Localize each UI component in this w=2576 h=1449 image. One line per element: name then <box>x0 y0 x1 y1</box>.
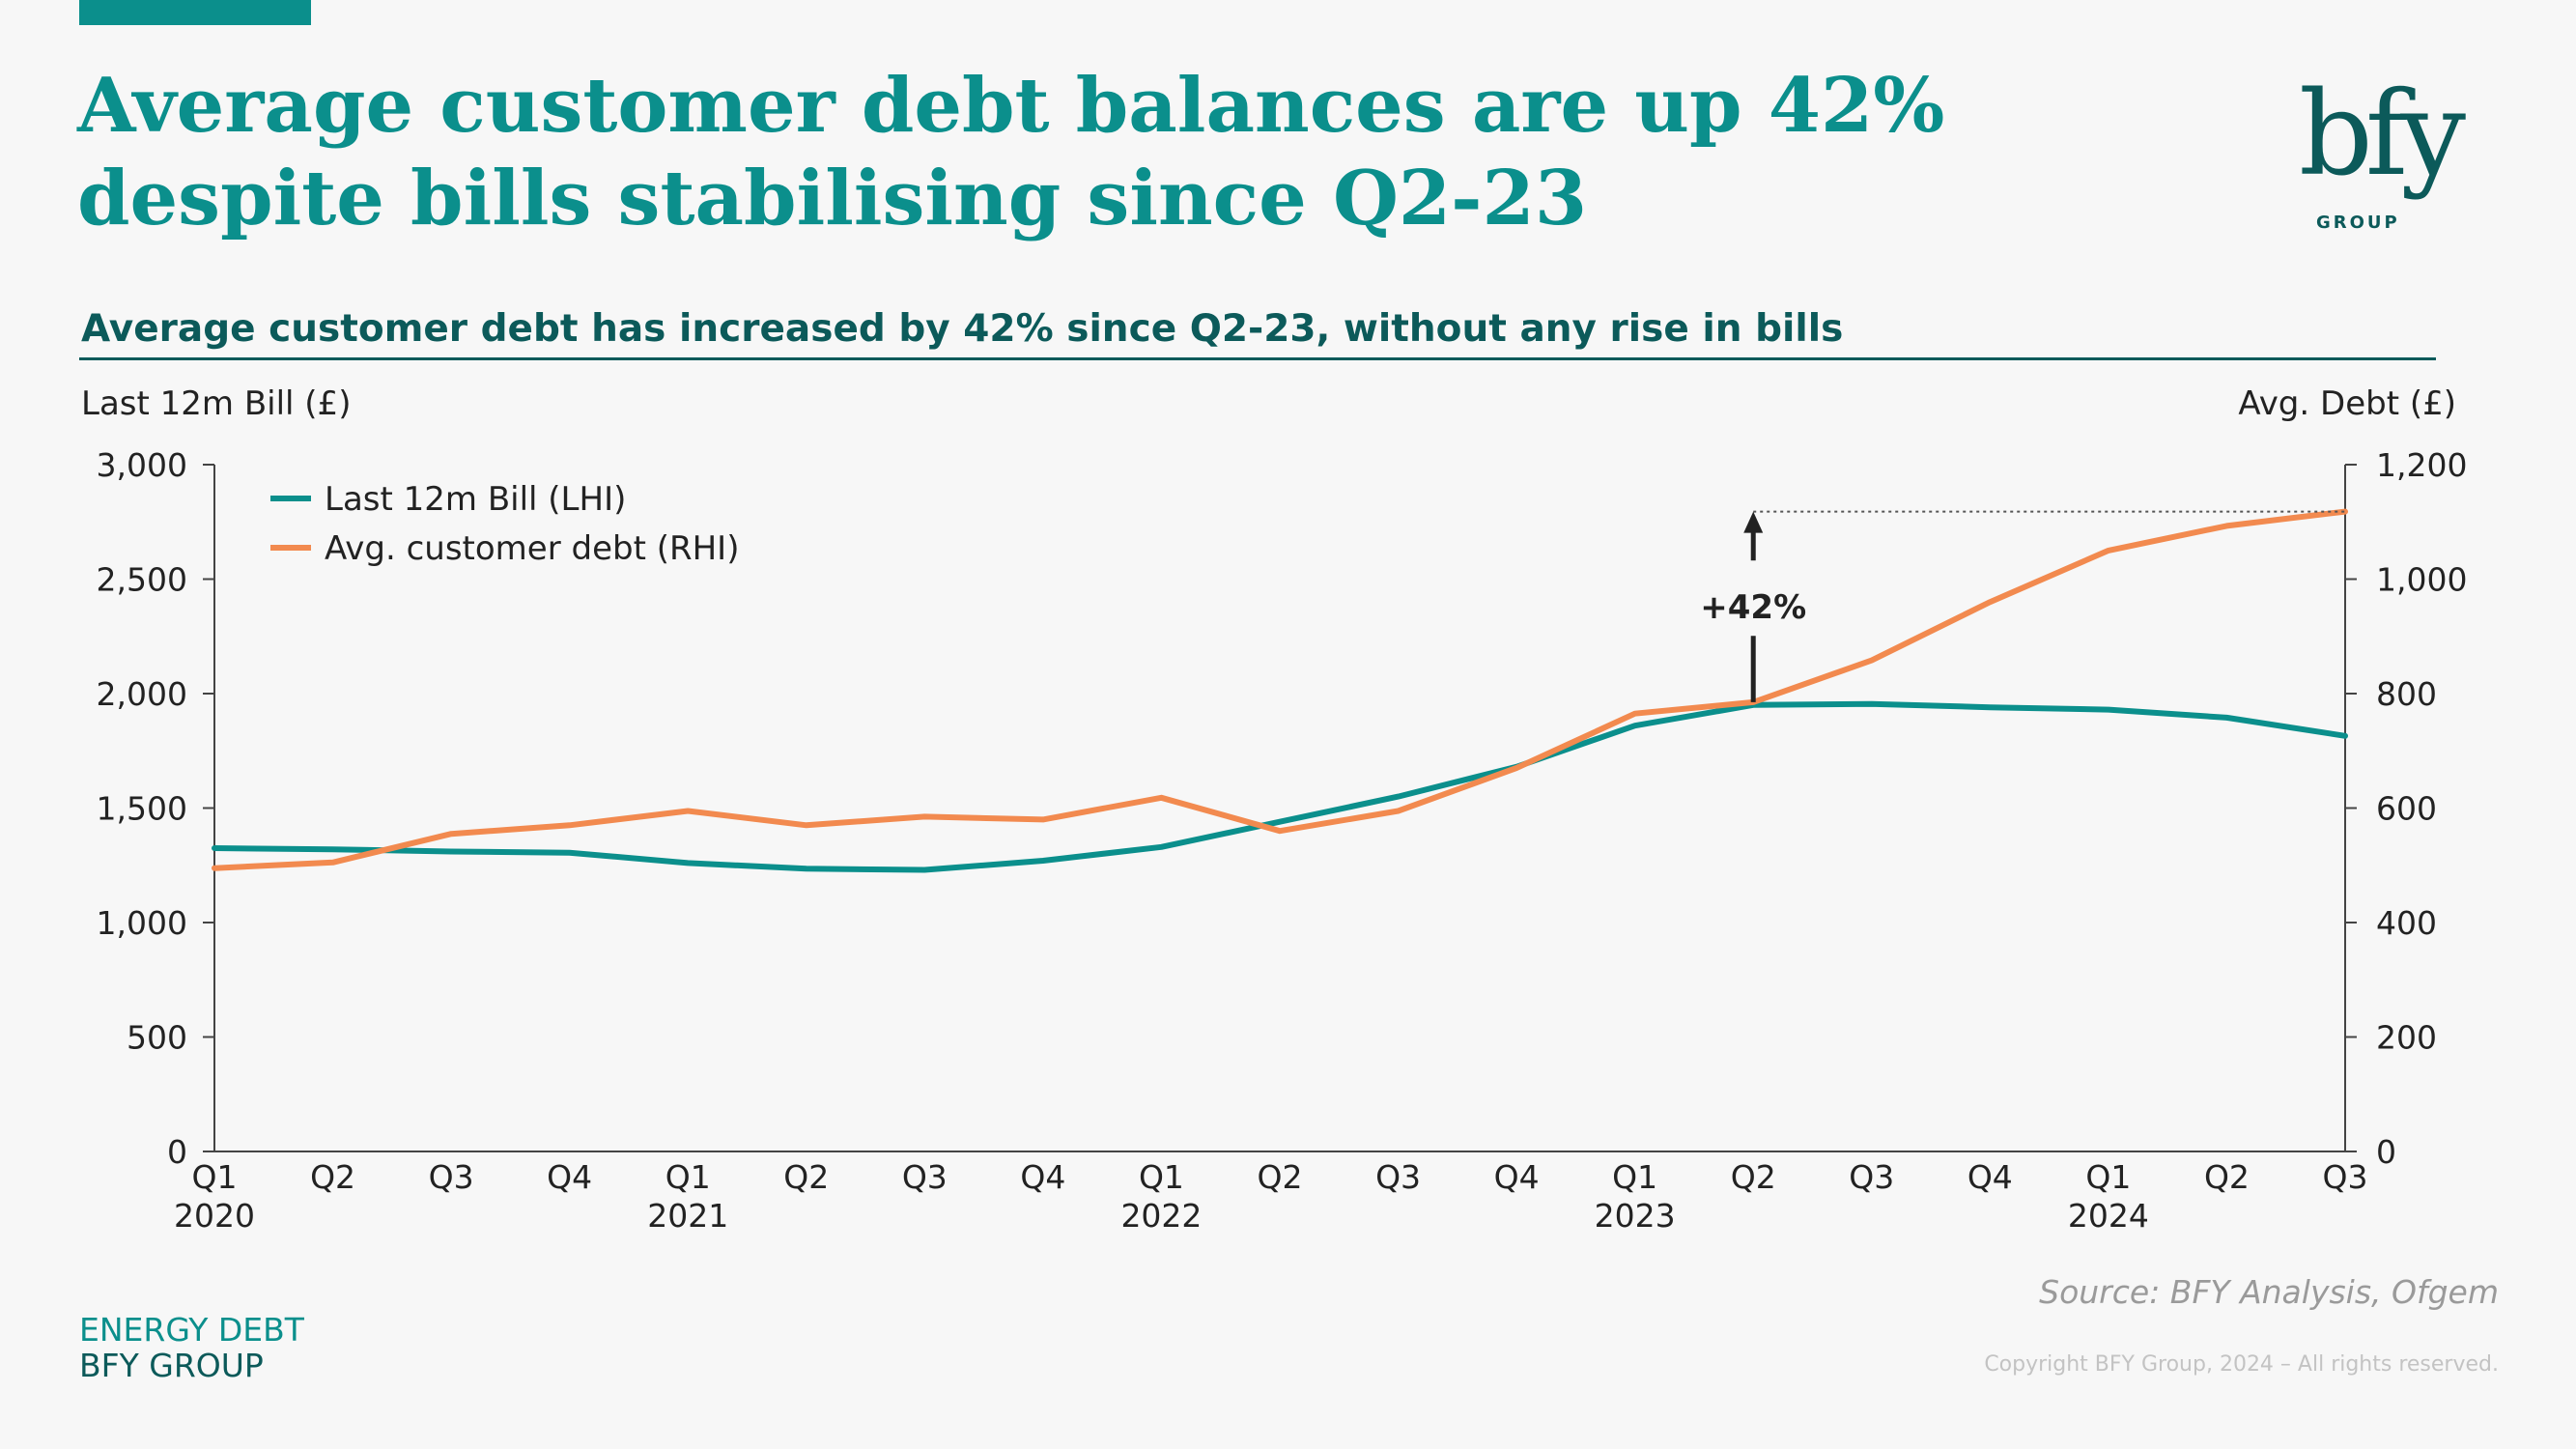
x-tick-label: Q3 <box>429 1158 474 1196</box>
right-axis-ticks: 0 200 400 600 800 1,000 1,200 <box>2345 446 2467 1171</box>
annotation-layer: +42% <box>1700 510 2345 702</box>
x-tick-label: Q2 <box>310 1158 355 1196</box>
company-logo: bfy GROUP <box>2299 68 2474 233</box>
x-tick-label: Q1 <box>665 1158 711 1196</box>
right-tick-label: 1,200 <box>2376 446 2467 484</box>
footer-section-label: ENERGY DEBT <box>79 1311 304 1349</box>
annotation-label: +42% <box>1700 588 1806 627</box>
x-tick-label: Q4 <box>547 1158 592 1196</box>
x-axis-ticks: Q1 Q2 Q3 Q4 Q1 Q2 Q3 Q4 Q1 Q2 Q3 Q4 Q1 Q2 Q3 Q4 Q1 Q2 Q3 20… <box>174 1158 2367 1235</box>
x-year-label: 2024 <box>2068 1197 2149 1235</box>
x-tick-label: Q3 <box>902 1158 948 1196</box>
left-tick-label: 2,500 <box>97 561 187 599</box>
right-tick-label: 400 <box>2376 904 2437 942</box>
right-axis-title: Avg. Debt (£) <box>2238 384 2456 423</box>
chart-subtitle: Average customer debt has increased by 4… <box>81 307 1844 351</box>
footer-company-label: BFY GROUP <box>79 1347 264 1384</box>
chart-legend: Last 12m Bill (LHI) Avg. customer debt (R… <box>270 480 739 568</box>
x-tick-label: Q3 <box>1849 1158 1894 1196</box>
left-tick-label: 0 <box>167 1133 187 1171</box>
right-tick-label: 600 <box>2376 790 2437 828</box>
right-tick-label: 200 <box>2376 1019 2437 1057</box>
x-tick-label: Q2 <box>1731 1158 1776 1196</box>
legend-label: Avg. customer debt (RHI) <box>325 529 739 568</box>
x-tick-label: Q1 <box>1612 1158 1657 1196</box>
x-year-label: 2022 <box>1120 1197 1202 1235</box>
x-tick-label: Q1 <box>1139 1158 1184 1196</box>
x-year-label: 2020 <box>174 1197 255 1235</box>
page-title: Average customer debt balances are up 42… <box>77 62 1945 242</box>
series-layer <box>212 508 2348 873</box>
left-axis-title: Last 12m Bill (£) <box>81 384 352 423</box>
x-tick-label: Q3 <box>2323 1158 2368 1196</box>
x-tick-label: Q3 <box>1375 1158 1421 1196</box>
right-tick-label: 0 <box>2376 1133 2396 1171</box>
x-tick-label: Q2 <box>2204 1158 2250 1196</box>
x-tick-label: Q4 <box>1494 1158 1540 1196</box>
series-line-debt <box>212 508 2348 871</box>
x-year-label: 2023 <box>1595 1197 1676 1235</box>
subtitle-divider <box>79 357 2436 360</box>
logo-wordmark: bfy <box>2299 68 2466 202</box>
x-tick-label: Q2 <box>783 1158 829 1196</box>
legend-label: Last 12m Bill (LHI) <box>325 480 626 519</box>
x-year-label: 2021 <box>647 1197 728 1235</box>
line-chart: 0 500 1,000 1,500 2,000 2,500 3,000 0 200 400 600… <box>97 446 2468 1235</box>
left-tick-label: 3,000 <box>97 446 187 484</box>
x-tick-label: Q4 <box>1020 1158 1065 1196</box>
copyright-note: Copyright BFY Group, 2024 – All rights r… <box>1984 1352 2499 1377</box>
left-axis-ticks: 0 500 1,000 1,500 2,000 2,500 3,000 <box>97 446 214 1171</box>
left-tick-label: 500 <box>127 1019 187 1057</box>
x-tick-label: Q1 <box>2085 1158 2131 1196</box>
left-tick-label: 1,000 <box>97 904 187 942</box>
logo-subtext: GROUP <box>2316 213 2400 233</box>
left-tick-label: 2,000 <box>97 675 187 713</box>
x-tick-label: Q1 <box>192 1158 238 1196</box>
x-tick-label: Q4 <box>1967 1158 2013 1196</box>
x-tick-label: Q2 <box>1258 1158 1303 1196</box>
source-note: Source: BFY Analysis, Ofgem <box>2039 1273 2499 1311</box>
accent-bar <box>79 0 311 25</box>
series-line-bill <box>212 700 2348 873</box>
right-tick-label: 800 <box>2376 675 2437 713</box>
annotation-arrow-head <box>1743 511 1764 533</box>
right-tick-label: 1,000 <box>2376 561 2467 599</box>
left-tick-label: 1,500 <box>97 790 187 828</box>
